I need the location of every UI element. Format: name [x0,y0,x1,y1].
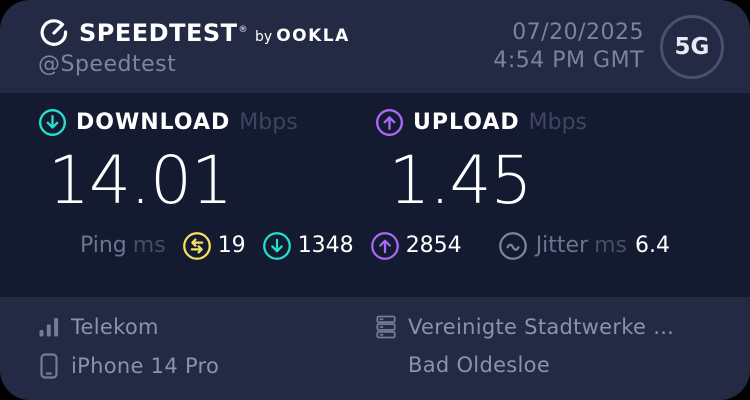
upload-unit: Mbps [528,110,587,135]
jitter-value: 6.4 [635,233,671,259]
download-latency-value: 1348 [297,233,354,259]
server-city-row: Bad Oldesloe [375,353,720,377]
header: SPEEDTEST® by OOKLA @Speedtest 07/20/2025 … [0,0,750,93]
datetime-block: 07/20/2025 4:54 PM GMT [493,19,644,75]
connection-info: Telekom iPhone 14 Pro [38,314,375,400]
server-info: Vereinigte Stadtwerke ... Bad Oldesloe [375,314,720,400]
jitter-label: Jitter [535,233,589,259]
ping-unit: ms [132,233,166,259]
test-time: 4:54 PM GMT [493,47,644,73]
jitter-icon [498,232,527,260]
upload-arrow-icon [375,108,404,137]
download-latency-icon [262,232,291,260]
signal-bars-icon [39,318,59,337]
account-handle: @Speedtest [38,51,177,77]
server-row: Vereinigte Stadtwerke ... [375,314,720,340]
upload-latency: 2854 [370,231,462,261]
results-panel: DOWNLOAD Mbps 14.01 UPLOAD Mbps 1.45 Pi [0,93,750,297]
idle-ping-icon [182,232,211,260]
isp-row: Telekom [38,314,375,340]
ping-label: Ping [79,233,127,259]
idle-latency: 19 [182,231,246,261]
upload-latency-value: 2854 [405,233,462,259]
latency-row: Ping ms 19 1348 [0,231,750,261]
logo-speedtest: SPEEDTEST [79,18,238,47]
download-arrow-icon [38,108,67,137]
upload-head: UPLOAD Mbps [375,108,750,137]
server-icon [376,315,396,339]
download-value: 14.01 [48,142,233,219]
logo: SPEEDTEST® by OOKLA [38,17,350,49]
logo-by: by [255,28,273,45]
device-name: iPhone 14 Pro [71,354,220,378]
logo-text: SPEEDTEST® by OOKLA [79,19,350,47]
upload-metric: UPLOAD Mbps 1.45 [375,108,750,219]
phone-icon [40,353,58,379]
download-metric: DOWNLOAD Mbps 14.01 [0,108,375,219]
footer: Telekom iPhone 14 Pro [0,297,750,400]
network-type-badge: 5G [660,14,724,79]
speedtest-gauge-icon [40,18,68,46]
logo-ookla: OOKLA [276,25,350,46]
download-label: DOWNLOAD [76,110,231,135]
download-latency: 1348 [262,231,354,261]
registered-mark: ® [238,24,249,35]
jitter-unit: ms [594,233,628,259]
brand-block: SPEEDTEST® by OOKLA @Speedtest [38,17,350,77]
jitter-group: Jitter ms 6.4 [498,231,670,261]
upload-latency-icon [370,232,399,260]
metrics: DOWNLOAD Mbps 14.01 UPLOAD Mbps 1.45 [0,108,750,219]
download-unit: Mbps [239,110,298,135]
isp-name: Telekom [71,315,159,339]
test-date: 07/20/2025 [512,19,644,45]
device-row: iPhone 14 Pro [38,353,375,379]
idle-ping-value: 19 [217,233,246,259]
download-head: DOWNLOAD Mbps [0,108,375,137]
server-city: Bad Oldesloe [408,353,551,377]
upload-label: UPLOAD [413,110,520,135]
upload-value: 1.45 [388,142,533,219]
server-name: Vereinigte Stadtwerke ... [408,315,675,339]
